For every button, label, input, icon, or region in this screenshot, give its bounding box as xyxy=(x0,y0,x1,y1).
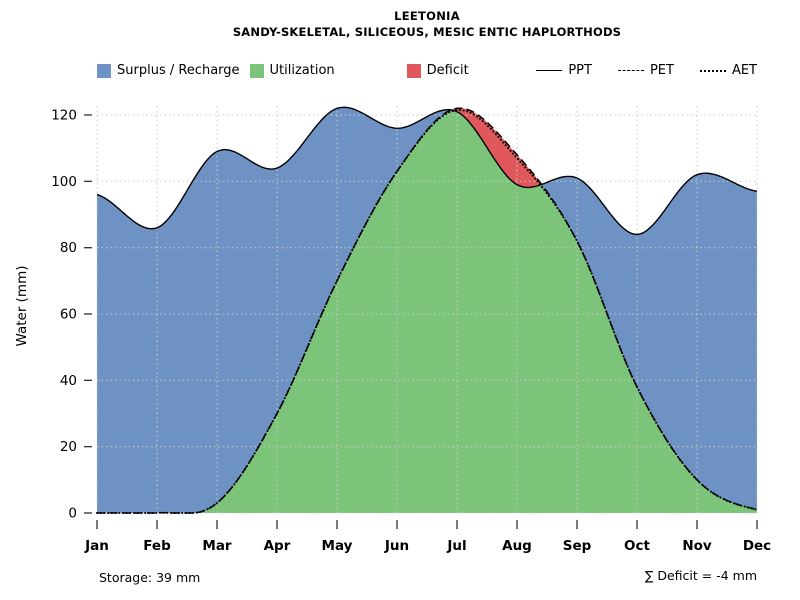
dotted-line-icon xyxy=(699,69,726,72)
x-tick-label: Sep xyxy=(563,538,592,554)
legend-utilization-label: Utilization xyxy=(269,63,335,78)
legend-deficit: Deficit xyxy=(406,63,469,78)
x-tick-label: Dec xyxy=(743,538,771,554)
y-tick-label: 120 xyxy=(51,108,77,124)
legend-aet-label: AET xyxy=(731,63,757,78)
y-axis-label: Water (mm) xyxy=(14,265,30,347)
legend-surplus-label: Surplus / Recharge xyxy=(117,63,240,78)
utilization-area xyxy=(97,109,757,514)
legend-pet-label: PET xyxy=(649,63,674,78)
legend-deficit-label: Deficit xyxy=(426,63,469,78)
storage-note: Storage: 39 mm xyxy=(99,570,201,585)
x-tick-label: Oct xyxy=(624,538,650,554)
legend-aet: AET xyxy=(699,63,757,78)
y-tick-label: 0 xyxy=(68,506,77,522)
dashed-line-icon xyxy=(617,70,644,71)
legend-utilization: Utilization xyxy=(249,63,335,78)
deficit-sum-note: ∑ Deficit = -4 mm xyxy=(644,568,757,583)
aet-line xyxy=(96,108,758,514)
chart-legend: Surplus / Recharge Utilization Deficit P… xyxy=(97,63,757,78)
y-tick-label: 60 xyxy=(60,307,77,323)
x-tick-label: Mar xyxy=(202,538,232,554)
chart-subtitle: SANDY-SKELETAL, SILICEOUS, MESIC ENTIC H… xyxy=(232,25,622,40)
x-tick-label: Apr xyxy=(264,538,291,554)
x-tick-label: Jul xyxy=(446,538,466,554)
legend-ppt-label: PPT xyxy=(568,63,592,78)
utilization-swatch-icon xyxy=(249,63,264,78)
legend-lines: PPT PET AET xyxy=(536,63,757,78)
x-tick-label: May xyxy=(322,538,353,554)
x-tick-label: Nov xyxy=(682,538,712,554)
x-tick-label: Jun xyxy=(384,538,409,554)
legend-surplus: Surplus / Recharge xyxy=(97,63,240,78)
chart-titles: LEETONIA SANDY-SKELETAL, SILICEOUS, MESI… xyxy=(97,9,757,40)
legend-pet: PET xyxy=(617,63,674,78)
solid-line-icon xyxy=(536,70,563,71)
chart-title: LEETONIA xyxy=(394,9,460,23)
y-tick-label: 80 xyxy=(60,240,77,256)
surplus-swatch-icon xyxy=(97,63,111,78)
y-tick-label: 100 xyxy=(51,174,77,190)
ppt-line xyxy=(96,106,758,236)
legend-ppt: PPT xyxy=(536,63,592,78)
deficit-swatch-icon xyxy=(406,63,421,78)
x-tick-label: Jan xyxy=(84,538,109,554)
x-tick-label: Feb xyxy=(143,538,171,554)
y-tick-label: 40 xyxy=(60,373,77,389)
deficit-area xyxy=(452,108,540,188)
x-tick-label: Aug xyxy=(502,538,532,554)
y-tick-label: 20 xyxy=(60,439,77,455)
